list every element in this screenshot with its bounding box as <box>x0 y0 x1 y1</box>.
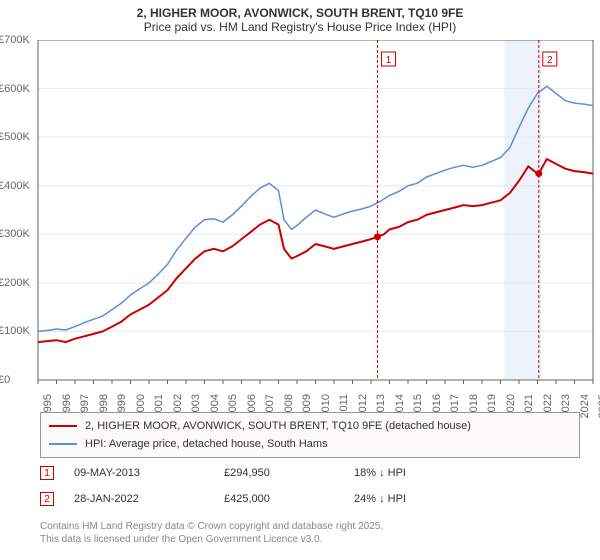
y-axis-label: £100K <box>0 325 30 337</box>
sale-diff: 24% ↓ HPI <box>354 493 474 505</box>
legend-swatch <box>49 425 77 427</box>
legend-label: HPI: Average price, detached house, Sout… <box>85 438 328 450</box>
sale-row: 1 09-MAY-2013£294,95018% ↓ HPI <box>40 460 580 486</box>
sale-price: £294,950 <box>224 467 354 479</box>
footer-line1: Contains HM Land Registry data © Crown c… <box>40 520 383 533</box>
sale-price: £425,000 <box>224 493 354 505</box>
y-axis-label: £500K <box>0 131 30 143</box>
legend-swatch <box>49 443 77 445</box>
legend-label: 2, HIGHER MOOR, AVONWICK, SOUTH BRENT, T… <box>85 420 471 432</box>
footer-line2: This data is licensed under the Open Gov… <box>40 533 383 546</box>
chart-title-line2: Price paid vs. HM Land Registry's House … <box>0 20 600 38</box>
chart-svg: 12 <box>0 40 600 400</box>
y-axis-label: £200K <box>0 277 30 289</box>
sale-marker-icon: 2 <box>40 492 54 506</box>
sales-table: 1 09-MAY-2013£294,95018% ↓ HPI 2 28-JAN-202… <box>40 460 580 512</box>
y-axis-label: £700K <box>0 34 30 46</box>
legend-row: HPI: Average price, detached house, Sout… <box>49 435 571 453</box>
chart-area: 12 £0£100K£200K£300K£400K£500K£600K£700K… <box>0 40 600 400</box>
sale-marker-icon: 1 <box>40 466 54 480</box>
sale-date: 09-MAY-2013 <box>74 467 224 479</box>
chart-container: 2, HIGHER MOOR, AVONWICK, SOUTH BRENT, T… <box>0 0 600 560</box>
sale-diff: 18% ↓ HPI <box>354 467 474 479</box>
sale-date: 28-JAN-2022 <box>74 493 224 505</box>
y-axis-label: £300K <box>0 228 30 240</box>
footer-attribution: Contains HM Land Registry data © Crown c… <box>40 520 383 546</box>
y-axis-label: £400K <box>0 180 30 192</box>
sale-row: 2 28-JAN-2022£425,00024% ↓ HPI <box>40 486 580 512</box>
chart-title-line1: 2, HIGHER MOOR, AVONWICK, SOUTH BRENT, T… <box>0 0 600 20</box>
y-axis-label: £0 <box>0 374 10 386</box>
svg-text:1: 1 <box>386 55 392 66</box>
legend-box: 2, HIGHER MOOR, AVONWICK, SOUTH BRENT, T… <box>40 412 580 458</box>
legend-row: 2, HIGHER MOOR, AVONWICK, SOUTH BRENT, T… <box>49 417 571 435</box>
y-axis-label: £600K <box>0 83 30 95</box>
x-axis-label: 2024 <box>579 394 591 418</box>
svg-text:2: 2 <box>547 55 553 66</box>
